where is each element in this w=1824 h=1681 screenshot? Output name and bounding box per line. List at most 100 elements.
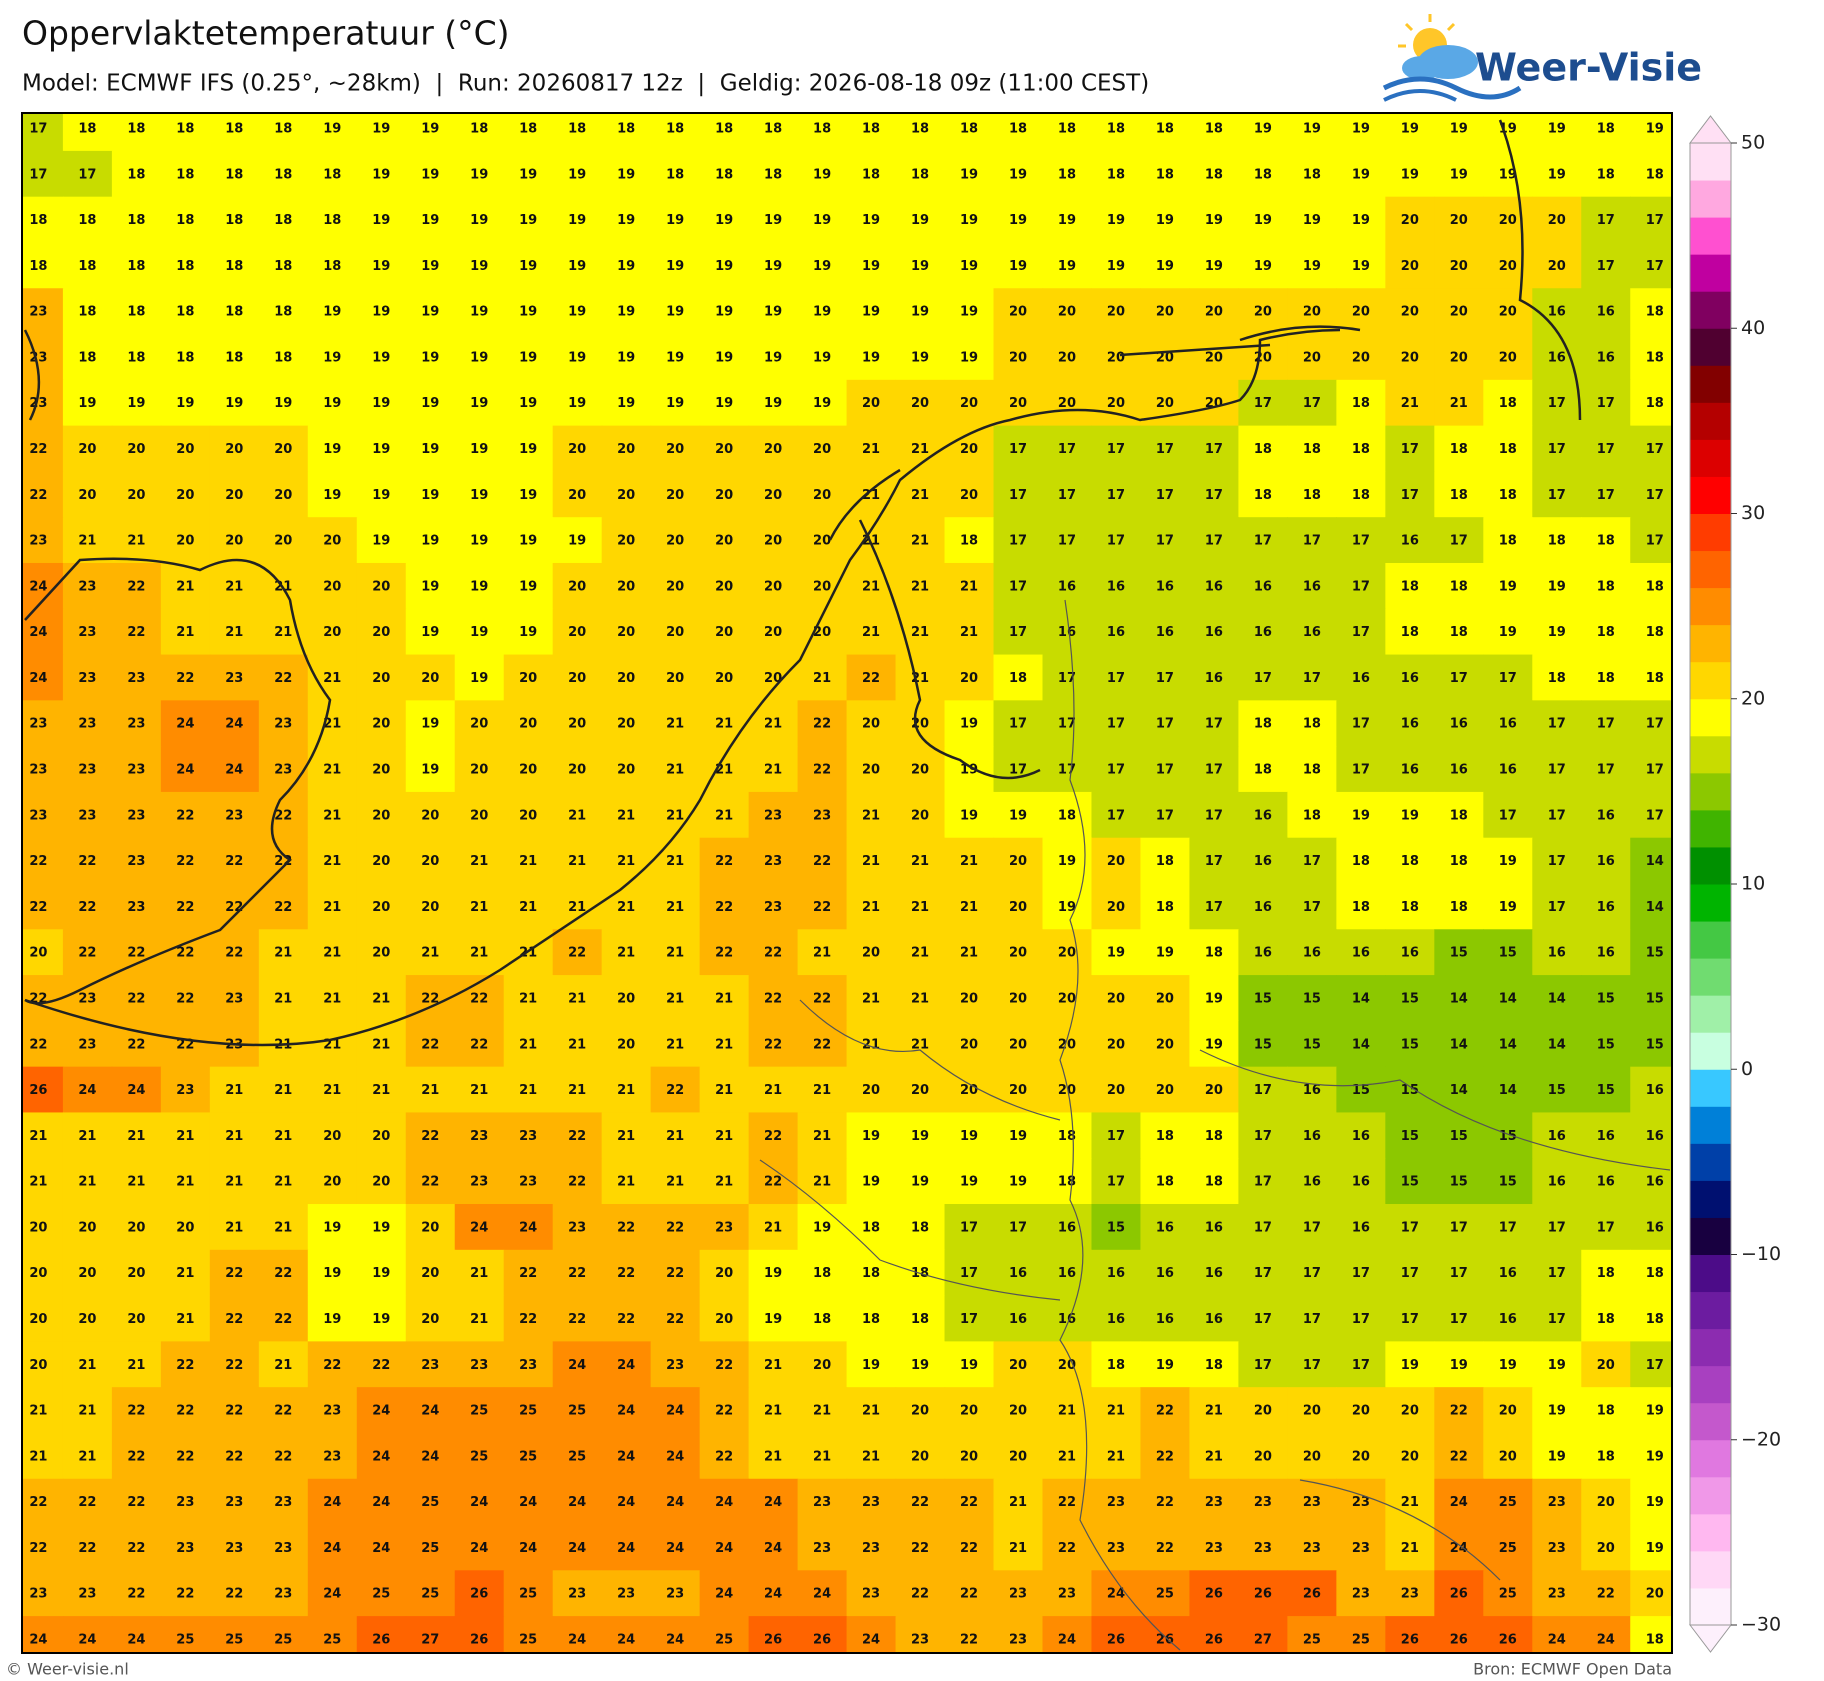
temperature-label: 20: [1352, 1449, 1370, 1464]
temperature-cell: [1532, 1524, 1582, 1571]
temperature-label: 19: [372, 1312, 390, 1327]
colorbar-band: [1690, 1143, 1731, 1181]
temperature-cell: [699, 1158, 750, 1205]
temperature-label: 16: [1303, 1175, 1321, 1190]
temperature-label: 18: [911, 122, 929, 137]
temperature-label: 23: [1107, 1541, 1125, 1556]
temperature-cell: [1091, 1387, 1142, 1434]
temperature-cell: [699, 1249, 750, 1297]
temperature-cell: [307, 113, 358, 152]
temperature-label: 17: [1548, 854, 1566, 869]
temperature-cell: [1042, 471, 1093, 518]
temperature-cell: [1140, 654, 1191, 701]
temperature-cell: [1532, 1432, 1582, 1480]
temperature-cell: [1581, 150, 1631, 198]
temperature-label: 18: [323, 259, 341, 274]
temperature-label: 19: [1156, 259, 1174, 274]
colorbar-band: [1690, 809, 1731, 848]
temperature-cell: [1189, 1295, 1240, 1342]
temperature-cell: [356, 150, 407, 198]
temperature-cell: [1287, 379, 1337, 427]
temperature-cell: [1287, 791, 1337, 839]
temperature-label: 19: [519, 488, 537, 503]
temperature-cell: [1385, 1020, 1435, 1068]
temperature-label: 19: [1009, 1175, 1027, 1190]
temperature-cell: [1287, 1112, 1337, 1159]
temperature-cell: [160, 562, 211, 610]
temperature-cell: [111, 1341, 162, 1388]
temperature-label: 19: [862, 1358, 880, 1373]
temperature-cell: [748, 1066, 799, 1114]
temperature-cell: [846, 837, 897, 885]
temperature-label: 22: [29, 442, 47, 457]
temperature-label: 20: [960, 442, 978, 457]
temperature-label: 21: [78, 1175, 96, 1190]
temperature-cell: [160, 113, 211, 152]
temperature-cell: [307, 1478, 358, 1526]
temperature-label: 20: [29, 1312, 47, 1327]
temperature-label: 20: [666, 488, 684, 503]
temperature-label: 17: [1548, 900, 1566, 915]
temperature-cell: [1434, 517, 1484, 564]
temperature-cell: [846, 242, 897, 289]
temperature-cell: [209, 975, 260, 1022]
temperature-cell: [895, 1066, 946, 1114]
temperature-cell: [258, 1112, 309, 1159]
temperature-cell: [258, 1432, 309, 1480]
temperature-cell: [944, 929, 995, 976]
temperature-cell: [1630, 196, 1672, 244]
temperature-cell: [1434, 150, 1484, 198]
temperature-label: 17: [1303, 854, 1321, 869]
temperature-label: 17: [1205, 854, 1223, 869]
temperature-label: 21: [1401, 1495, 1419, 1510]
temperature-label: 23: [862, 1541, 880, 1556]
temperature-cell: [22, 334, 64, 381]
temperature-cell: [895, 1158, 946, 1205]
temperature-label: 16: [1401, 671, 1419, 686]
temperature-cell: [1287, 196, 1337, 244]
temperature-label: 23: [78, 808, 96, 823]
temperature-label: 20: [372, 625, 390, 640]
temperature-label: 19: [470, 396, 488, 411]
temperature-cell: [699, 975, 750, 1022]
temperature-label: 18: [127, 167, 145, 182]
temperature-label: 26: [1499, 1633, 1517, 1648]
temperature-label: 22: [813, 763, 831, 778]
temperature-cell: [307, 1524, 358, 1571]
temperature-label: 20: [127, 488, 145, 503]
temperature-cell: [1140, 1020, 1191, 1068]
temperature-cell: [993, 334, 1044, 381]
temperature-label: 22: [617, 1266, 635, 1281]
temperature-cell: [993, 1020, 1044, 1068]
temperature-cell: [258, 288, 309, 335]
temperature-cell: [1238, 746, 1288, 793]
temperature-cell: [797, 654, 848, 701]
temperature-cell: [1140, 837, 1191, 885]
temperature-cell: [160, 1616, 211, 1653]
temperature-label: 20: [1107, 900, 1125, 915]
temperature-label: 19: [960, 213, 978, 228]
temperature-cell: [258, 746, 309, 793]
temperature-cell: [993, 1478, 1044, 1526]
temperature-label: 22: [29, 900, 47, 915]
temperature-cell: [405, 562, 456, 610]
temperature-label: 14: [1499, 1037, 1517, 1052]
temperature-cell: [993, 1295, 1044, 1342]
temperature-cell: [552, 1616, 603, 1653]
temperature-label: 21: [666, 808, 684, 823]
temperature-label: 22: [127, 1404, 145, 1419]
colorbar-band: [1690, 1402, 1731, 1441]
temperature-cell: [503, 471, 554, 518]
temperature-label: 21: [1450, 396, 1468, 411]
temperature-cell: [1238, 791, 1288, 839]
temperature-label: 16: [1303, 1083, 1321, 1098]
temperature-cell: [601, 1432, 652, 1480]
temperature-cell: [748, 1524, 799, 1571]
temperature-cell: [1336, 517, 1386, 564]
temperature-label: 14: [1450, 991, 1468, 1006]
temperature-cell: [356, 1616, 407, 1653]
temperature-cell: [601, 334, 652, 381]
temperature-label: 20: [78, 488, 96, 503]
temperature-label: 19: [1548, 579, 1566, 594]
temperature-label: 18: [1499, 396, 1517, 411]
